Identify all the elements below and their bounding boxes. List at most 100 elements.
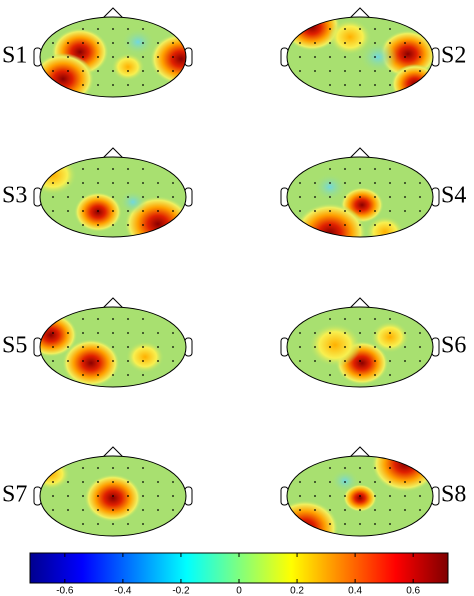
electrode: [112, 56, 114, 58]
electrode: [97, 210, 99, 212]
electrode: [419, 332, 421, 334]
activity-blob: [118, 190, 148, 214]
electrode: [112, 332, 114, 334]
electrode: [127, 523, 129, 525]
electrode: [329, 70, 331, 72]
electrode: [97, 70, 99, 72]
topomap: S8: [280, 446, 466, 537]
head-outline: [286, 16, 434, 98]
electrode: [389, 346, 391, 348]
activity-blob: [330, 469, 360, 493]
electrode: [344, 182, 346, 184]
electrode: [67, 509, 69, 511]
activity-blob: [40, 313, 78, 357]
electrode: [389, 523, 391, 525]
tick-label: -0.2: [172, 586, 190, 596]
electrode: [157, 196, 159, 198]
subject-label: S3: [2, 183, 27, 209]
topomap: S2: [280, 7, 466, 98]
electrode: [419, 495, 421, 497]
tick-label: -0.4: [114, 586, 132, 596]
electrode: [374, 467, 376, 469]
electrode: [157, 182, 159, 184]
electrode: [344, 346, 346, 348]
electrode: [359, 196, 361, 198]
electrode: [419, 70, 421, 72]
subject-label: S5: [2, 333, 27, 359]
electrode: [127, 481, 129, 483]
electrode: [172, 70, 174, 72]
topomap: S4: [280, 147, 466, 238]
subject-label: S8: [441, 482, 466, 508]
electrode: [314, 332, 316, 334]
head-outline: [39, 455, 187, 537]
electrode: [389, 224, 391, 226]
electrode: [142, 481, 144, 483]
electrode: [344, 70, 346, 72]
electrode: [112, 210, 114, 212]
electrode: [112, 509, 114, 511]
electrode: [157, 70, 159, 72]
activity-blob: [149, 33, 186, 85]
activity-blob: [365, 216, 405, 237]
electrode: [52, 42, 54, 44]
electrode: [97, 360, 99, 362]
electrode: [374, 481, 376, 483]
electrode: [67, 182, 69, 184]
electrode: [52, 481, 54, 483]
electrode: [127, 467, 129, 469]
electrode: [52, 182, 54, 184]
head-outline: [286, 455, 434, 537]
electrode: [374, 332, 376, 334]
electrode: [374, 495, 376, 497]
electrode: [329, 360, 331, 362]
electrode: [142, 70, 144, 72]
electrode: [404, 56, 406, 58]
activity-blob: [313, 173, 347, 201]
electrode: [359, 168, 361, 170]
electrode: [127, 495, 129, 497]
electrode: [299, 495, 301, 497]
electrode: [299, 360, 301, 362]
electrode: [142, 210, 144, 212]
electrode: [52, 509, 54, 511]
electrode: [157, 346, 159, 348]
electrode: [112, 182, 114, 184]
electrode: [112, 467, 114, 469]
electrode: [344, 467, 346, 469]
electrode: [142, 332, 144, 334]
electrode: [112, 495, 114, 497]
electrode: [329, 210, 331, 212]
electrode: [142, 318, 144, 320]
electrode: [52, 346, 54, 348]
electrode: [359, 332, 361, 334]
topomap: S7: [2, 446, 193, 537]
electrode: [127, 509, 129, 511]
head-outline: [286, 156, 434, 238]
activity-blob: [125, 341, 165, 373]
electrode: [389, 56, 391, 58]
subject-label: S7: [2, 482, 27, 508]
electrode: [172, 182, 174, 184]
tick-label: 0.2: [290, 586, 304, 596]
electrode: [82, 182, 84, 184]
electrode: [172, 210, 174, 212]
activity-blob: [40, 458, 71, 490]
electrode: [67, 42, 69, 44]
electrode: [97, 346, 99, 348]
electrode: [172, 481, 174, 483]
electrode: [404, 182, 406, 184]
head-outline: [39, 306, 187, 388]
electrode: [52, 70, 54, 72]
electrode: [97, 28, 99, 30]
electrode: [374, 224, 376, 226]
electrode: [142, 28, 144, 30]
electrode: [112, 481, 114, 483]
electrode: [314, 56, 316, 58]
electrode: [172, 495, 174, 497]
electrode: [127, 182, 129, 184]
electrode: [404, 481, 406, 483]
electrode: [82, 56, 84, 58]
electrode: [404, 196, 406, 198]
